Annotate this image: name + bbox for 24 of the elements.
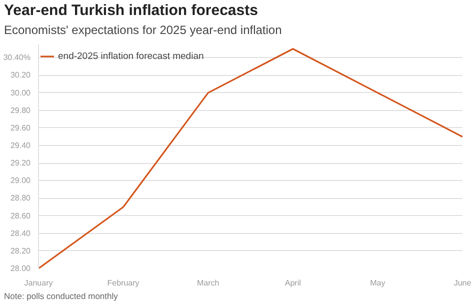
y-tick-label: 30.00 [10, 88, 32, 98]
y-tick-label: 28.80 [10, 194, 32, 203]
y-tick-label: 30.20 [10, 70, 32, 80]
text: Note: polls conducted monthly [4, 290, 118, 302]
x-tick-label: June [454, 278, 472, 288]
y-tick-label: 30.40% [3, 53, 31, 62]
chart-title: Year-end Turkish inflation forecasts [4, 1, 258, 21]
y-tick-label: 29.60 [10, 123, 32, 132]
chart-subtitle: Economists' expectations for 2025 year-end inflation [4, 22, 282, 39]
y-tick-label: 29.80 [10, 106, 32, 115]
x-tick-label: February [107, 278, 140, 288]
y-tick-label: 28.00 [10, 264, 32, 273]
y-tick-label: 28.20 [10, 246, 32, 256]
y-tick-label: 29.40 [10, 141, 32, 150]
x-tick-label: April [284, 278, 302, 288]
text: end-2025 inflation forecast median [58, 50, 204, 62]
y-tick-label: 28.40 [10, 228, 32, 238]
x-tick-label: January [24, 278, 53, 288]
x-tick-label: May [370, 278, 386, 288]
y-tick-label: 29.20 [10, 158, 32, 168]
line-series [38, 48, 462, 268]
y-tick-label: 28.60 [10, 211, 32, 220]
y-tick-label: 29.00 [10, 176, 32, 186]
x-tick-label: March [196, 278, 220, 288]
